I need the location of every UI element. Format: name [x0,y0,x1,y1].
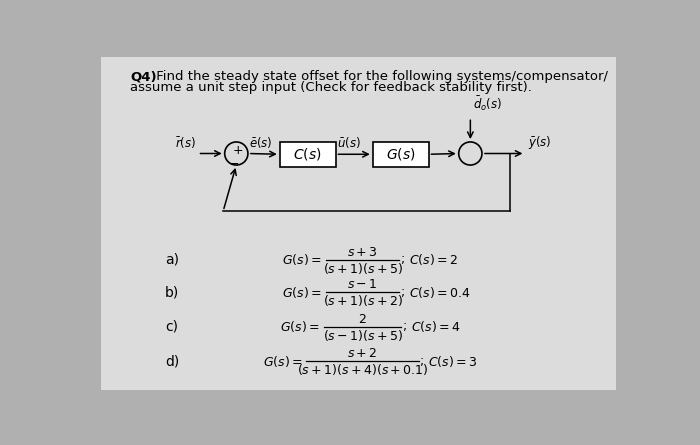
Text: $s − 1$: $s − 1$ [347,278,378,291]
Text: $G(s) =$: $G(s) =$ [282,252,322,267]
FancyBboxPatch shape [372,142,428,166]
Text: $s + 3$: $s + 3$ [347,246,378,259]
Text: $C(s) = 2$: $C(s) = 2$ [409,252,458,267]
Text: assume a unit step input (Check for feedback stability first).: assume a unit step input (Check for feed… [130,81,532,94]
Text: ;: ; [421,355,425,368]
Text: b): b) [165,285,179,299]
Text: $C(s) = 0.4$: $C(s) = 0.4$ [409,285,470,299]
Text: ;: ; [401,286,405,299]
Text: Find the steady state offset for the following systems/compensator/: Find the steady state offset for the fol… [152,70,608,83]
Text: $\bar{r}(s)$: $\bar{r}(s)$ [175,136,196,151]
Text: $C(s) = 4$: $C(s) = 4$ [411,319,460,334]
Text: $(s − 1)(s + 5)$: $(s − 1)(s + 5)$ [323,328,402,343]
Text: $C(s) = 3$: $C(s) = 3$ [428,354,477,369]
Text: $G(s) =$: $G(s) =$ [282,285,322,299]
Text: $s + 2$: $s + 2$ [347,347,378,360]
Text: $(s + 1)(s + 5)$: $(s + 1)(s + 5)$ [323,261,402,276]
Text: $2$: $2$ [358,312,367,326]
Text: a): a) [165,253,179,267]
Circle shape [458,142,482,165]
Text: ;: ; [403,320,407,333]
Text: ;: ; [401,253,405,266]
Text: −: − [229,158,239,171]
Circle shape [225,142,248,165]
Text: $\bar{u}(s)$: $\bar{u}(s)$ [337,135,360,150]
Text: $(s + 1)(s + 2)$: $(s + 1)(s + 2)$ [323,293,402,308]
Text: $\bar{y}(s)$: $\bar{y}(s)$ [528,134,552,151]
Text: $C(s)$: $C(s)$ [293,146,322,162]
Text: Q4): Q4) [130,70,157,83]
Text: +: + [232,144,243,157]
Text: $\bar{e}(s)$: $\bar{e}(s)$ [249,135,273,150]
Text: $G(s) =$: $G(s) =$ [281,319,320,334]
Text: d): d) [165,354,179,368]
FancyBboxPatch shape [102,57,616,390]
Text: c): c) [165,320,178,334]
Text: $G(s)$: $G(s)$ [386,146,415,162]
Text: $\bar{d}_o(s)$: $\bar{d}_o(s)$ [473,95,502,113]
Text: $(s + 1)(s + 4)(s + 0.1)$: $(s + 1)(s + 4)(s + 0.1)$ [297,362,428,377]
FancyBboxPatch shape [280,142,335,166]
Text: $G(s) =$: $G(s) =$ [263,354,302,369]
